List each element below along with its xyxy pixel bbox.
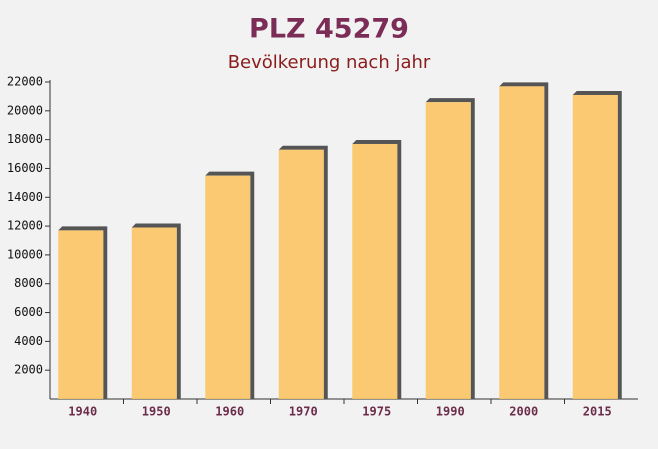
bar: [205, 175, 251, 399]
bar: [278, 149, 324, 399]
bar: [499, 86, 545, 399]
x-tick-label: 1960: [215, 405, 244, 419]
y-tick-label: 14000: [7, 190, 43, 204]
x-tick-label: 1970: [289, 405, 318, 419]
x-tick-label: 1975: [362, 405, 391, 419]
chart-title: PLZ 45279: [249, 14, 409, 45]
y-tick-label: 16000: [7, 161, 43, 175]
y-tick-label: 4000: [14, 334, 43, 348]
x-tick-label: 2015: [583, 405, 612, 419]
y-tick-label: 20000: [7, 103, 43, 117]
y-tick-label: 8000: [14, 276, 43, 290]
x-tick-label: 1990: [436, 405, 465, 419]
bar: [572, 94, 618, 399]
y-tick-label: 2000: [14, 363, 43, 377]
y-tick-label: 18000: [7, 132, 43, 146]
bar: [352, 143, 398, 399]
y-tick-label: 22000: [7, 75, 43, 89]
y-tick-label: 10000: [7, 247, 43, 261]
x-tick-label: 1940: [68, 405, 97, 419]
bar: [425, 102, 471, 399]
x-tick-label: 2000: [509, 405, 538, 419]
x-tick-label: 1950: [142, 405, 171, 419]
bar: [58, 230, 104, 399]
chart-subtitle: Bevölkerung nach jahr: [228, 52, 431, 73]
bar: [131, 227, 177, 399]
y-tick-label: 12000: [7, 219, 43, 233]
y-tick-label: 6000: [14, 305, 43, 319]
